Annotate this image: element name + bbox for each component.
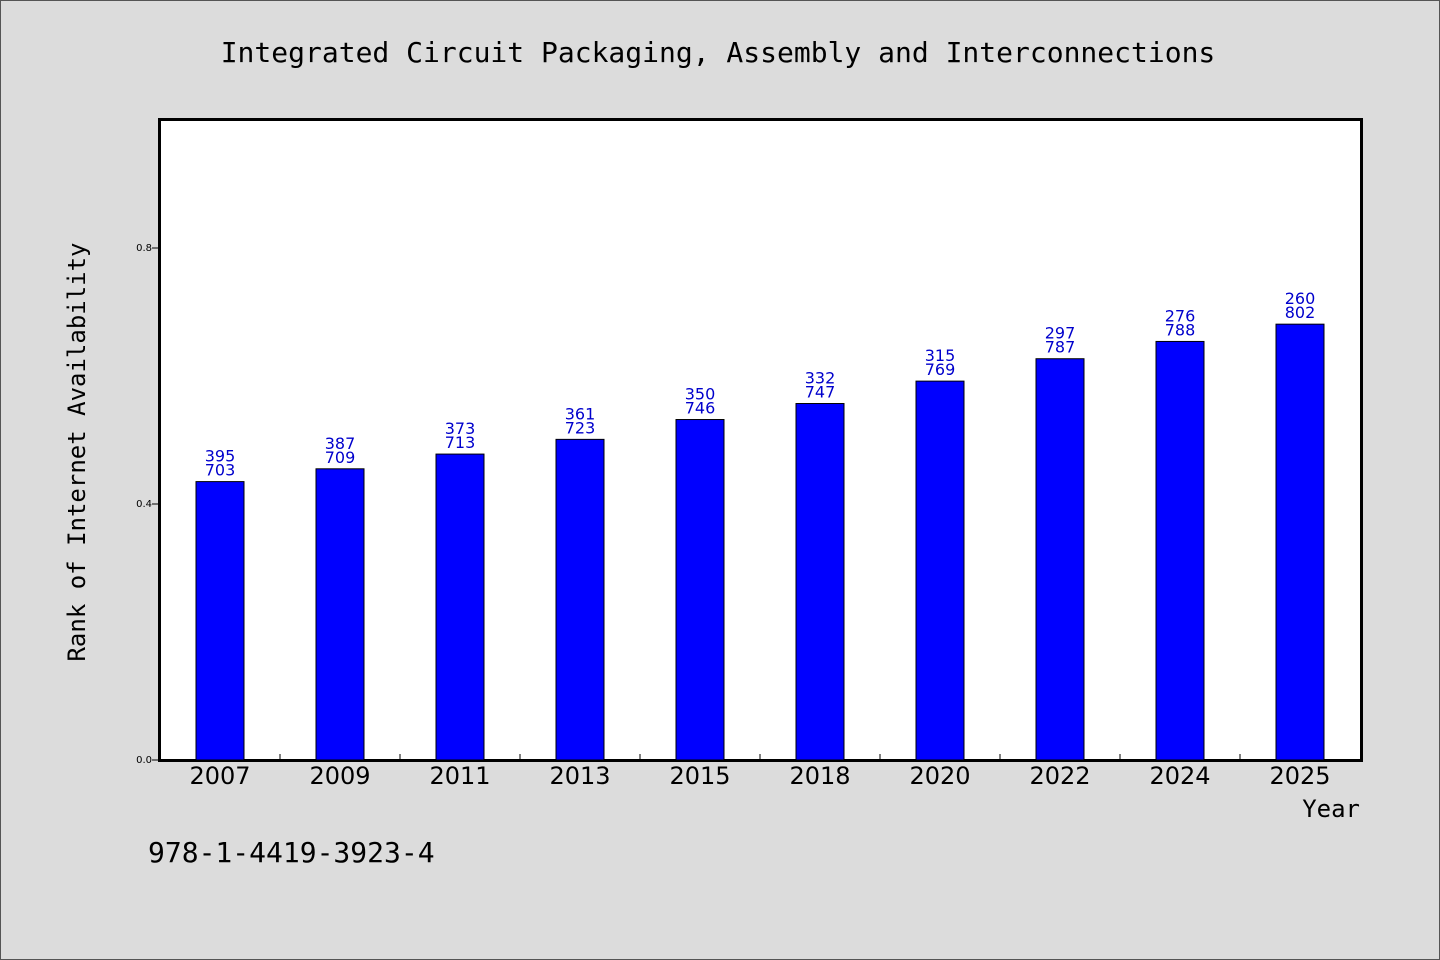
x-tick-label: 2024 <box>1149 762 1210 790</box>
bar-label-top: 315 <box>925 346 956 365</box>
bar-2013 <box>555 438 605 761</box>
bar-2009 <box>315 468 365 761</box>
bar-label-bottom: 703 <box>205 461 236 480</box>
x-tick-label: 2011 <box>429 762 490 790</box>
x-tick-label: 2020 <box>909 762 970 790</box>
x-tick-label: 2015 <box>669 762 730 790</box>
bar-label-bottom: 788 <box>1165 320 1196 339</box>
bar-2011 <box>435 453 485 761</box>
x-axis-ticks: 2007 2009 2011 2013 2015 2018 2020 2022 2024 2025 <box>189 754 1331 790</box>
bar-label-top: 350 <box>685 385 716 404</box>
x-tick-label: 2018 <box>789 762 850 790</box>
bars: 3957033877093737133617233507463327473157… <box>195 289 1325 761</box>
y-axis-label: Rank of Internet Availability <box>63 242 91 661</box>
bar-2022 <box>1035 358 1085 761</box>
x-tick-label: 2022 <box>1029 762 1090 790</box>
bar-label-bottom: 713 <box>445 433 476 452</box>
bar-label-bottom: 709 <box>325 448 356 467</box>
bar-label-bottom: 746 <box>685 399 716 418</box>
bar-label-top: 395 <box>205 447 236 466</box>
bar-2015 <box>675 419 725 761</box>
bar-label-top: 297 <box>1045 324 1076 343</box>
bar-label-top: 373 <box>445 419 476 438</box>
bar-2018 <box>795 403 845 761</box>
bar-label-bottom: 747 <box>805 383 836 402</box>
y-tick-label: 0.4 <box>136 499 152 510</box>
bar-label-top: 260 <box>1285 289 1316 308</box>
x-tick-label: 2007 <box>189 762 250 790</box>
bar-label-top: 361 <box>565 404 596 423</box>
chart-title: Integrated Circuit Packaging, Assembly a… <box>221 36 1216 69</box>
x-tick-label: 2025 <box>1269 762 1330 790</box>
bar-label-top: 387 <box>325 434 356 453</box>
bar-label-top: 276 <box>1165 306 1196 325</box>
y-axis-ticks: 0.0 0.4 0.8 <box>136 243 160 766</box>
bar-label-bottom: 802 <box>1285 303 1316 322</box>
x-axis-label: Year <box>1302 795 1360 823</box>
bar-label-bottom: 787 <box>1045 338 1076 357</box>
bar-2025 <box>1275 323 1325 761</box>
x-tick-label: 2013 <box>549 762 610 790</box>
y-tick-label: 0.0 <box>136 755 152 766</box>
bar-2024 <box>1155 340 1205 761</box>
bar-label-top: 332 <box>805 369 836 388</box>
isbn-footer: 978-1-4419-3923-4 <box>148 836 435 869</box>
x-tick-label: 2009 <box>309 762 370 790</box>
y-tick-label: 0.8 <box>136 243 152 254</box>
bar-label-bottom: 723 <box>565 418 596 437</box>
bar-label-bottom: 769 <box>925 360 956 379</box>
bar-2020 <box>915 380 965 761</box>
bar-2007 <box>195 481 245 761</box>
